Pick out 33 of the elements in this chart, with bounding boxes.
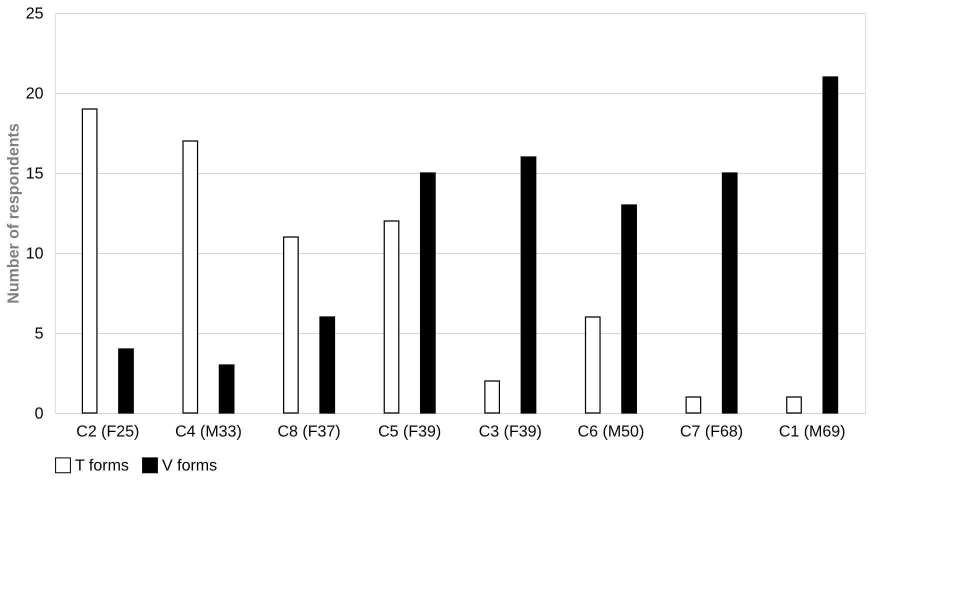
x-tick-label: C5 (F39) bbox=[378, 424, 442, 440]
x-tick-label: C2 (F25) bbox=[76, 424, 140, 440]
bar bbox=[822, 76, 838, 414]
x-tick-label: C7 (F68) bbox=[680, 424, 744, 440]
y-tick-label: 10 bbox=[26, 246, 44, 262]
bar bbox=[722, 172, 738, 414]
x-tick-label: C8 (F37) bbox=[278, 424, 341, 440]
bar bbox=[686, 396, 702, 414]
y-tick-label: 0 bbox=[34, 406, 44, 422]
bar bbox=[82, 108, 98, 414]
bar bbox=[384, 220, 400, 414]
bar bbox=[218, 364, 234, 414]
bar bbox=[786, 396, 802, 414]
x-tick-label: C3 (F39) bbox=[478, 424, 542, 440]
bar bbox=[520, 156, 536, 414]
legend-label: T forms bbox=[75, 457, 129, 474]
y-tick-label: 25 bbox=[26, 6, 44, 22]
y-tick-label: 20 bbox=[26, 86, 44, 102]
x-tick-label: C6 (M50) bbox=[578, 424, 644, 440]
y-axis-title: Number of respondents bbox=[6, 123, 23, 304]
bar bbox=[319, 316, 336, 414]
bar bbox=[182, 140, 198, 414]
x-tick-label: C1 (M69) bbox=[778, 424, 846, 440]
bar bbox=[118, 348, 134, 414]
y-tick-label: 5 bbox=[34, 326, 44, 342]
legend-label: V forms bbox=[162, 457, 218, 474]
x-tick-label: C4 (M33) bbox=[175, 424, 242, 440]
bar bbox=[621, 204, 637, 414]
bar bbox=[584, 316, 601, 414]
y-tick-label: 15 bbox=[26, 166, 44, 182]
bar bbox=[420, 172, 436, 414]
bar bbox=[484, 380, 500, 414]
bar bbox=[283, 236, 299, 414]
